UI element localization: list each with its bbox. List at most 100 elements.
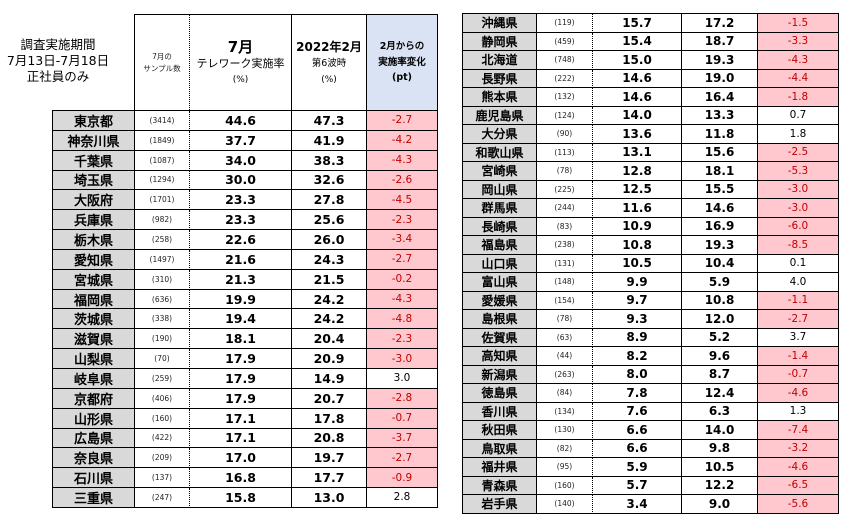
table-row: 三重県 (247) 15.8 13.0 2.8 xyxy=(52,488,438,508)
sample-size-cell: (83) xyxy=(537,217,593,236)
july-rate-cell: 21.6 xyxy=(190,249,292,270)
prefecture-cell: 沖縄県 xyxy=(462,14,537,33)
table-row: 島根県 (78) 9.3 12.0 -2.7 xyxy=(462,310,839,329)
sample-size-cell: (90) xyxy=(537,125,593,144)
feb-2022-rate-cell: 17.7 xyxy=(292,468,367,489)
sample-size-cell: (78) xyxy=(537,162,593,181)
prefecture-cell: 和歌山県 xyxy=(462,143,537,162)
prefecture-cell: 愛媛県 xyxy=(462,291,537,310)
july-rate-cell: 7.6 xyxy=(593,402,682,421)
table-row: 山口県 (131) 10.5 10.4 0.1 xyxy=(462,254,839,273)
table-row: 兵庫県 (982) 23.3 25.6 -2.3 xyxy=(52,210,438,231)
july-rate-cell: 9.9 xyxy=(593,273,682,292)
july-rate-cell: 17.1 xyxy=(190,428,292,449)
rate-change-cell: -1.8 xyxy=(758,88,839,107)
prefecture-cell: 茨城県 xyxy=(52,309,135,330)
sample-size-cell: (1087) xyxy=(135,150,190,171)
prefecture-cell: 愛知県 xyxy=(52,249,135,270)
rate-change-cell: -2.7 xyxy=(367,249,438,270)
rate-change-cell: -3.0 xyxy=(758,199,839,218)
july-rate-cell: 37.7 xyxy=(190,130,292,151)
feb-2022-rate-cell: 19.0 xyxy=(682,69,758,88)
feb-2022-rate-cell: 10.8 xyxy=(682,291,758,310)
july-rate-header: 7月 テレワーク実施率 (%) xyxy=(190,14,292,110)
rate-change-cell: -6.5 xyxy=(758,476,839,495)
feb-2022-rate-cell: 25.6 xyxy=(292,210,367,231)
rate-change-cell: -3.3 xyxy=(758,32,839,51)
feb-2022-rate-cell: 47.3 xyxy=(292,111,367,131)
feb-2022-rate-cell: 15.6 xyxy=(682,143,758,162)
prefecture-cell: 大阪府 xyxy=(52,190,135,211)
july-rate-cell: 17.9 xyxy=(190,368,292,389)
prefecture-cell: 神奈川県 xyxy=(52,130,135,151)
table-row: 福岡県 (636) 19.9 24.2 -4.3 xyxy=(52,289,438,310)
feb-2022-rate-cell: 9.6 xyxy=(682,347,758,366)
header-line: 2022年2月 xyxy=(296,39,362,54)
rate-change-cell: -4.8 xyxy=(367,309,438,330)
table-row: 山梨県 (70) 17.9 20.9 -3.0 xyxy=(52,349,438,369)
prefecture-cell: 徳島県 xyxy=(462,384,537,403)
july-rate-cell: 6.6 xyxy=(593,439,682,458)
table-row: 佐賀県 (63) 8.9 5.2 3.7 xyxy=(462,328,839,347)
rate-change-cell: -5.6 xyxy=(758,495,839,514)
july-rate-cell: 17.0 xyxy=(190,448,292,469)
july-rate-cell: 15.8 xyxy=(190,488,292,508)
prefecture-cell: 鳥取県 xyxy=(462,439,537,458)
sample-size-cell: (160) xyxy=(537,476,593,495)
feb-2022-rate-cell: 20.9 xyxy=(292,349,367,369)
rate-change-cell: 1.8 xyxy=(758,125,839,144)
rate-change-cell: -1.5 xyxy=(758,14,839,33)
prefecture-table-left: 東京都 (3414) 44.6 47.3 -2.7 神奈川県 (1849) 37.7 41.9-… xyxy=(52,110,438,508)
survey-period-caption: 調査実施期間 7月13日-7月18日 正社員のみ xyxy=(0,37,116,85)
rate-change-cell: 3.0 xyxy=(367,368,438,389)
table-row: 栃木県 (258) 22.6 26.0 -3.4 xyxy=(52,230,438,250)
feb-2022-rate-cell: 17.8 xyxy=(292,408,367,429)
july-rate-cell: 30.0 xyxy=(190,170,292,191)
july-rate-cell: 7.8 xyxy=(593,384,682,403)
table-row: 千葉県 (1087) 34.0 38.3 -4.3 xyxy=(52,150,438,171)
rate-change-cell: -4.3 xyxy=(367,150,438,171)
prefecture-cell: 石川県 xyxy=(52,468,135,489)
feb-2022-rate-cell: 14.6 xyxy=(682,199,758,218)
sample-size-cell: (78) xyxy=(537,310,593,329)
rate-change-cell: -4.3 xyxy=(367,289,438,310)
rate-change-cell: -4.5 xyxy=(367,190,438,211)
july-rate-cell: 19.9 xyxy=(190,289,292,310)
table-row: 奈良県 (209) 17.0 19.7 -2.7 xyxy=(52,448,438,469)
rate-change-cell: -5.3 xyxy=(758,162,839,181)
prefecture-cell: 広島県 xyxy=(52,428,135,449)
table-row: 秋田県 (130) 6.6 14.0 -7.4 xyxy=(462,421,839,440)
feb-2022-rate-cell: 24.2 xyxy=(292,309,367,330)
july-rate-cell: 44.6 xyxy=(190,111,292,131)
rate-change-cell: 0.7 xyxy=(758,106,839,125)
feb-2022-rate-cell: 24.3 xyxy=(292,249,367,270)
table-row: 熊本県 (132) 14.6 16.4 -1.8 xyxy=(462,88,839,107)
rate-change-cell: -4.6 xyxy=(758,384,839,403)
feb-2022-rate-cell: 5.9 xyxy=(682,273,758,292)
feb-2022-rate-cell: 20.8 xyxy=(292,428,367,449)
july-rate-cell: 14.6 xyxy=(593,88,682,107)
july-rate-cell: 12.5 xyxy=(593,180,682,199)
table-row: 埼玉県 (1294) 30.0 32.6 -2.6 xyxy=(52,170,438,191)
table-row: 広島県 (422) 17.1 20.8 -3.7 xyxy=(52,428,438,449)
july-rate-cell: 8.2 xyxy=(593,347,682,366)
rate-change-cell: -3.4 xyxy=(367,230,438,250)
table-row: 滋賀県 (190) 18.1 20.4 -2.3 xyxy=(52,329,438,350)
rate-change-header: 2月からの 実施率変化 (pt) xyxy=(367,14,438,110)
rate-change-cell: -3.2 xyxy=(758,439,839,458)
sample-size-cell: (1294) xyxy=(135,170,190,191)
feb-2022-rate-cell: 19.3 xyxy=(682,51,758,70)
feb-2022-rate-cell: 8.7 xyxy=(682,365,758,384)
sample-size-cell: (263) xyxy=(537,365,593,384)
prefecture-cell: 大分県 xyxy=(462,125,537,144)
feb-2022-rate-cell: 15.5 xyxy=(682,180,758,199)
sample-size-cell: (238) xyxy=(537,236,593,255)
feb-2022-rate-cell: 13.0 xyxy=(292,488,367,508)
prefecture-table-right: 沖縄県 (119) 15.7 17.2 -1.5 静岡県 (459) 15.4 18.7 -3.3… xyxy=(462,13,839,514)
feb-2022-rate-header: 2022年2月 第6波時 (%) xyxy=(292,14,367,110)
table-row: 群馬県 (244) 11.6 14.6 -3.0 xyxy=(462,199,839,218)
prefecture-cell: 静岡県 xyxy=(462,32,537,51)
sample-size-cell: (422) xyxy=(135,428,190,449)
rate-change-cell: -3.0 xyxy=(367,349,438,369)
table-row: 長野県 (222) 14.6 19.0 -4.4 xyxy=(462,69,839,88)
